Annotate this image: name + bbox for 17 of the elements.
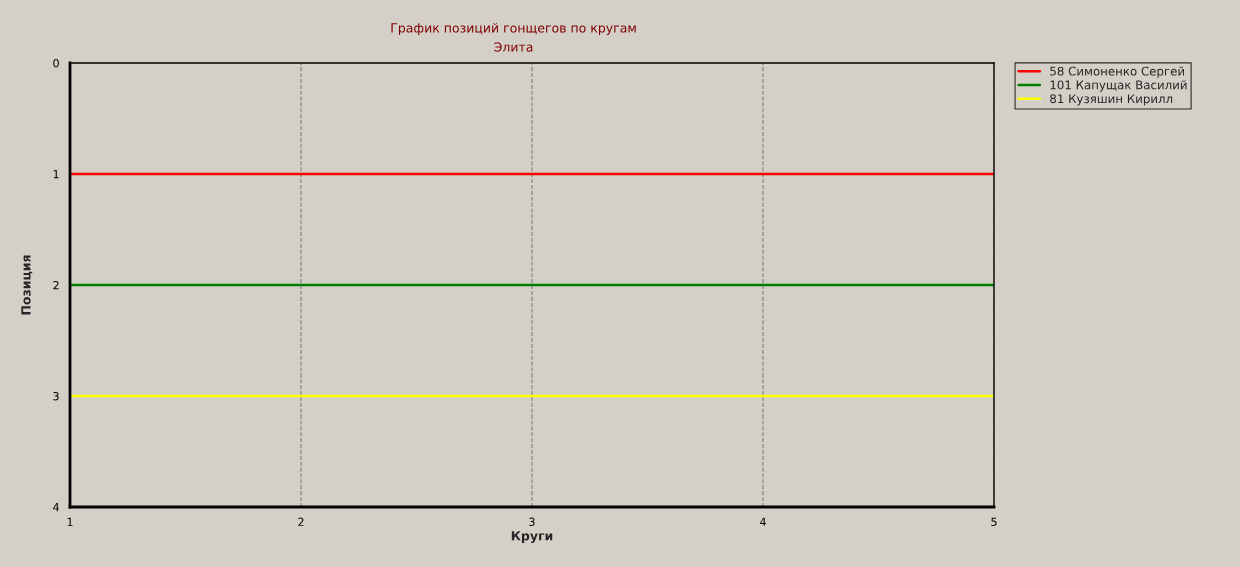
chart-subtitle: Элита: [494, 42, 533, 52]
y-tick-label: 3: [53, 391, 59, 401]
y-tick-label: 4: [53, 503, 59, 512]
x-tick-label: 1: [67, 517, 73, 526]
x-tick-label: 3: [529, 517, 535, 527]
y-tick-label: 1: [53, 170, 59, 179]
x-tick-label: 2: [298, 517, 304, 526]
y-tick-label: 0: [53, 58, 59, 68]
x-tick-label: 5: [991, 517, 997, 527]
chart-title: График позиций гонщегов по кругам: [391, 23, 636, 36]
legend-label: 58 Симоненко Сергей: [1050, 66, 1185, 78]
y-axis-title: Позиция: [21, 255, 33, 315]
legend-label: 101 Капущак Василий: [1050, 80, 1187, 92]
x-axis-title: Круги: [511, 531, 553, 544]
x-tick-label: 4: [760, 517, 766, 526]
y-tick-label: 2: [53, 280, 59, 290]
legend-label: 81 Кузяшин Кирилл: [1050, 94, 1173, 106]
